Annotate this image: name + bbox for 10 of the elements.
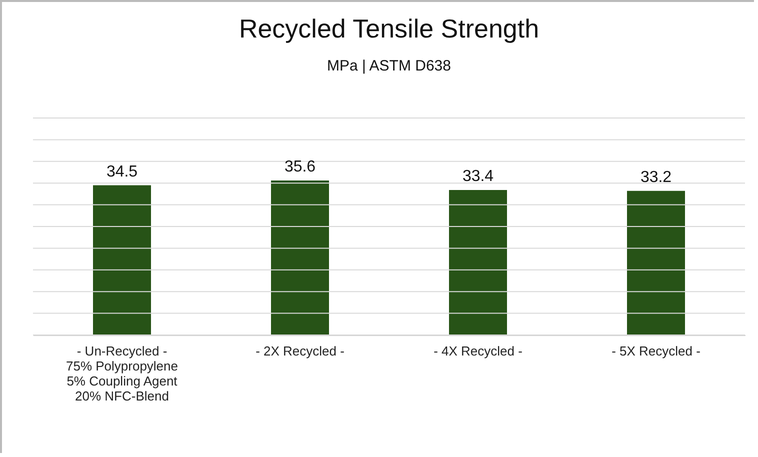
data-label: 33.2 (640, 168, 672, 186)
data-label: 33.4 (462, 168, 494, 186)
chart-title: Recycled Tensile Strength (238, 14, 540, 44)
x-tick-label: - 2X Recycled - (256, 344, 344, 358)
x-tick-label: - 4X Recycled - (434, 344, 522, 358)
chart-subtitle: MPa | ASTM D638 (327, 58, 451, 74)
data-label: 34.5 (106, 163, 138, 180)
x-tick-label: - Un-Recycled - 75% Polypropylene 5% Coupling Agent 20% NFC-Blend (66, 344, 178, 404)
x-tick-label: - 5X Recycled - (612, 344, 700, 358)
data-label: 35.6 (284, 158, 316, 176)
